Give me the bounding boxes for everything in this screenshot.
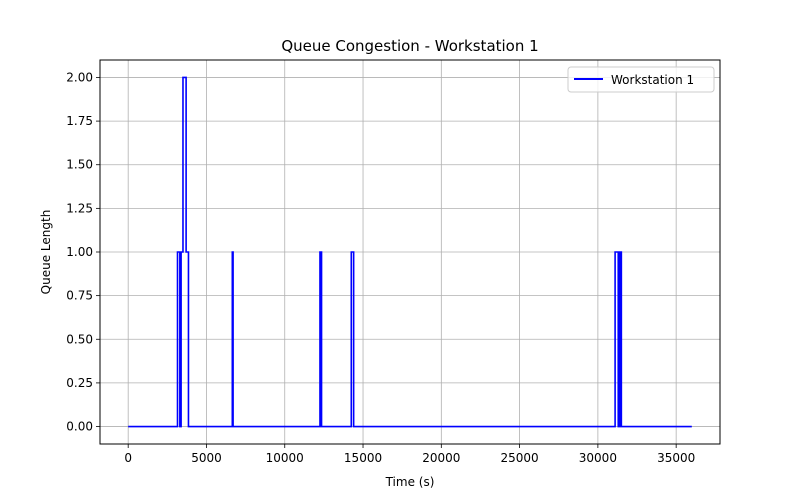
x-tick-label: 25000: [501, 451, 539, 465]
x-axis-label: Time (s): [385, 475, 435, 489]
chart-title: Queue Congestion - Workstation 1: [281, 37, 538, 55]
x-tick-label: 10000: [266, 451, 304, 465]
y-tick-label: 1.00: [66, 245, 93, 259]
x-tick-label: 15000: [344, 451, 382, 465]
y-tick-label: 0.75: [66, 289, 93, 303]
x-tick-label: 0: [124, 451, 132, 465]
y-axis-label: Queue Length: [39, 210, 53, 295]
x-tick-label: 30000: [579, 451, 617, 465]
y-tick-label: 2.00: [66, 70, 93, 84]
y-tick-label: 1.25: [66, 201, 93, 215]
y-tick-label: 1.50: [66, 158, 93, 172]
y-tick-label: 1.75: [66, 114, 93, 128]
x-tick-label: 20000: [422, 451, 460, 465]
series-line-workstation-1: [128, 76, 692, 428]
y-tick-label: 0.25: [66, 376, 93, 390]
legend: Workstation 1: [567, 66, 715, 93]
x-tick-label: 35000: [657, 451, 695, 465]
legend-label-workstation-1: Workstation 1: [611, 73, 694, 87]
series-layer: [128, 76, 692, 428]
x-tick-label: 5000: [191, 451, 222, 465]
y-tick-label: 0.00: [66, 420, 93, 434]
legend-box: [567, 66, 715, 93]
axis-ticks: 0 5000 10000 15000 20000 25000 30000 35000 0.00 0…: [66, 70, 695, 465]
y-tick-label: 0.50: [66, 332, 93, 346]
